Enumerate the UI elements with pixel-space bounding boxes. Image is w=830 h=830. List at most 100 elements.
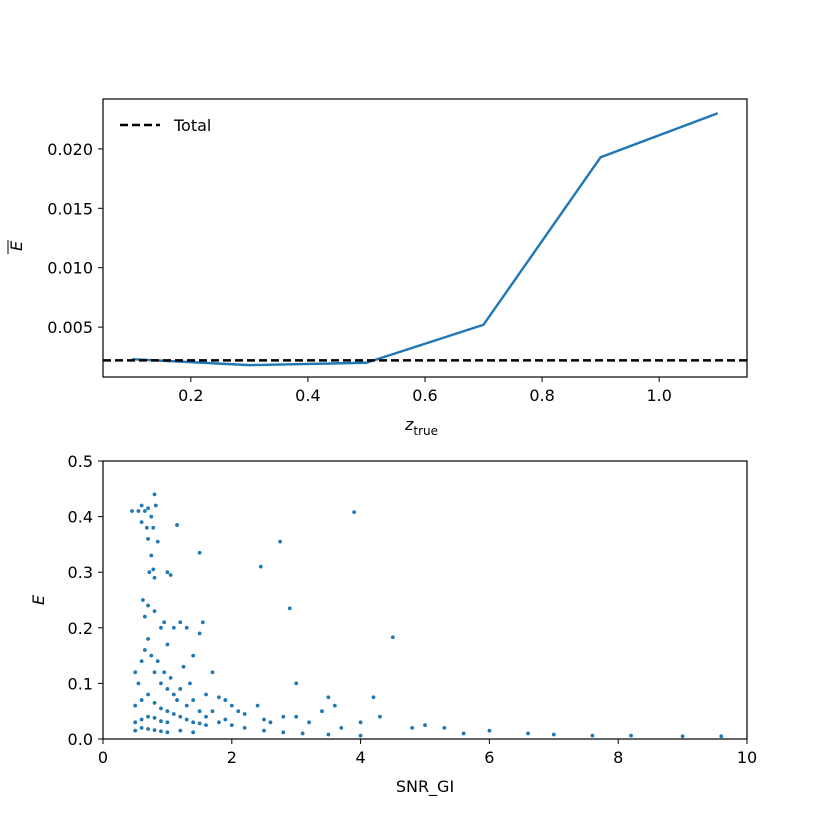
scatter-point bbox=[204, 692, 208, 697]
scatter-point bbox=[281, 714, 286, 719]
scatter-point bbox=[461, 731, 466, 736]
top-line-chart: 0.2 0.4 0.6 0.8 1.0 0.005 0.010 0.015 0.020 Tot… bbox=[7, 98, 748, 438]
top-x-ticks: 0.2 0.4 0.6 0.8 1.0 bbox=[178, 377, 672, 405]
scatter-point bbox=[197, 709, 202, 714]
scatter-point bbox=[178, 620, 183, 625]
scatter-point bbox=[294, 714, 299, 719]
scatter-point bbox=[142, 509, 147, 513]
scatter-point bbox=[159, 706, 163, 711]
scatter-point bbox=[146, 603, 150, 608]
scatter-point bbox=[146, 637, 150, 641]
scatter-point bbox=[294, 681, 299, 686]
scatter-point bbox=[133, 703, 138, 708]
scatter-point bbox=[184, 703, 189, 708]
scatter-point bbox=[165, 730, 170, 735]
scatter-point bbox=[136, 509, 141, 513]
scatter-point bbox=[146, 714, 150, 719]
scatter-point bbox=[130, 509, 134, 513]
scatter-point bbox=[146, 506, 150, 511]
scatter-point bbox=[358, 720, 363, 725]
scatter-point bbox=[139, 659, 144, 664]
scatter-point bbox=[149, 653, 154, 658]
x-tick-label: 2 bbox=[227, 748, 237, 767]
scatter-point bbox=[352, 510, 357, 515]
scatter-point bbox=[320, 709, 324, 714]
scatter-point bbox=[153, 503, 158, 508]
y-tick-label: 0.015 bbox=[47, 199, 93, 218]
scatter-point bbox=[184, 717, 189, 722]
scatter-point bbox=[590, 733, 595, 738]
scatter-point bbox=[281, 730, 286, 735]
scatter-point bbox=[300, 731, 305, 736]
scatter-point bbox=[487, 728, 492, 733]
scatter-point bbox=[171, 712, 176, 716]
top-x-axis-label: ztrue bbox=[404, 415, 438, 438]
scatter-point bbox=[191, 720, 196, 725]
scatter-point bbox=[191, 653, 196, 658]
top-axes-frame bbox=[102, 98, 748, 378]
scatter-point bbox=[526, 731, 530, 736]
scatter-point bbox=[210, 709, 215, 714]
y-tick-label: 0.4 bbox=[68, 508, 93, 527]
scatter-point bbox=[236, 709, 241, 714]
scatter-point bbox=[139, 725, 144, 730]
y-tick-label: 0.0 bbox=[68, 730, 93, 749]
bottom-plot-area bbox=[130, 492, 724, 739]
scatter-point bbox=[142, 614, 147, 619]
scatter-point bbox=[268, 720, 273, 725]
y-tick-label: 0.2 bbox=[68, 619, 93, 638]
scatter-point bbox=[204, 723, 208, 727]
scatter-point bbox=[139, 698, 144, 702]
scatter-point bbox=[149, 553, 154, 558]
scatter-point bbox=[332, 703, 337, 708]
scatter-point bbox=[371, 695, 376, 700]
scatter-point bbox=[152, 609, 157, 614]
scatter-point bbox=[217, 720, 221, 725]
scatter-point bbox=[326, 695, 331, 700]
scatter-point bbox=[390, 635, 395, 640]
scatter-point bbox=[178, 714, 183, 719]
scatter-point bbox=[229, 723, 234, 727]
x-tick-label: 8 bbox=[613, 748, 623, 767]
y-tick-label: 0.1 bbox=[68, 674, 93, 693]
scatter-point bbox=[151, 567, 156, 572]
scatter-point bbox=[287, 606, 292, 611]
x-tick-label: 4 bbox=[356, 748, 366, 767]
scatter-point bbox=[242, 712, 247, 716]
scatter-point bbox=[210, 670, 215, 675]
scatter-point bbox=[175, 698, 179, 702]
scatter-point bbox=[171, 692, 176, 697]
scatter-point bbox=[136, 681, 141, 686]
scatter-point bbox=[442, 725, 447, 730]
scatter-point bbox=[197, 550, 202, 555]
scatter-point bbox=[680, 734, 685, 739]
bottom-x-ticks: 0 2 4 6 8 10 bbox=[98, 739, 757, 767]
scatter-point bbox=[551, 732, 556, 737]
x-tick-label: 1.0 bbox=[646, 386, 671, 405]
scatter-point bbox=[181, 664, 186, 669]
x-tick-label: 0.4 bbox=[295, 386, 320, 405]
scatter-point bbox=[139, 503, 144, 508]
x-tick-label: 0 bbox=[98, 748, 108, 767]
bottom-x-axis-label: SNR_GI bbox=[396, 777, 454, 797]
scatter-point bbox=[178, 728, 183, 733]
scatter-point bbox=[326, 732, 331, 737]
y-tick-label: 0.3 bbox=[68, 563, 93, 582]
top-y-ticks: 0.005 0.010 0.015 0.020 bbox=[47, 140, 103, 337]
bottom-scatter-chart: 0 2 4 6 8 10 0.0 0.1 0.2 0.3 0.4 0.5 SNR_GI E bbox=[29, 452, 757, 797]
y-tick-label: 0.010 bbox=[47, 259, 93, 278]
scatter-point bbox=[165, 642, 170, 647]
y-tick-label: 0.005 bbox=[47, 318, 93, 337]
scatter-point bbox=[255, 703, 260, 708]
series-line bbox=[132, 112, 719, 367]
scatter-point bbox=[162, 620, 167, 625]
scatter-point bbox=[141, 598, 145, 602]
scatter-point bbox=[262, 717, 266, 722]
scatter-point bbox=[146, 727, 150, 731]
scatter-point bbox=[142, 648, 147, 652]
scatter-point bbox=[147, 570, 152, 575]
scatter-point bbox=[168, 573, 173, 577]
scatter-point bbox=[152, 670, 157, 675]
